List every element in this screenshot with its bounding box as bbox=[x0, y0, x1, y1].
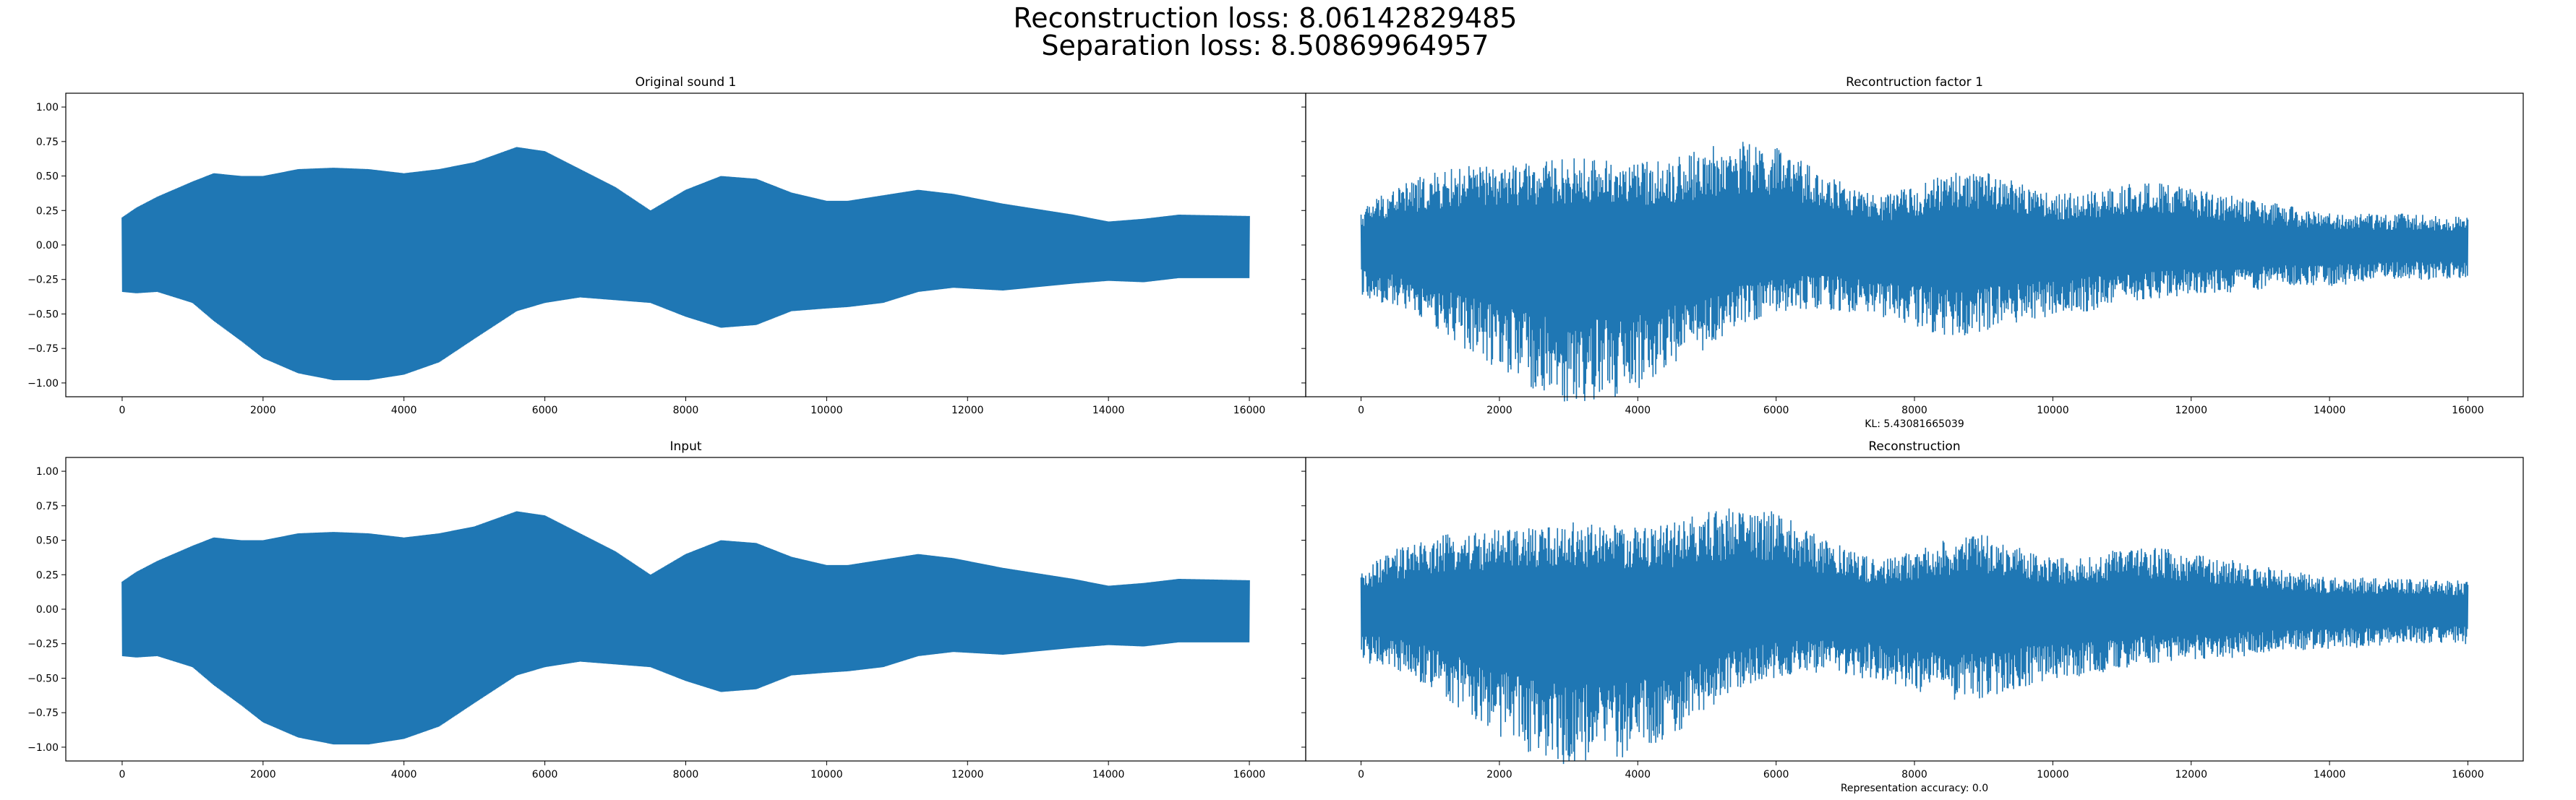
reconstruction-signal-line bbox=[1360, 508, 2469, 765]
original-sound-1-xtick-label: 14000 bbox=[1092, 405, 1125, 416]
original-sound-1-ytick-label: −0.75 bbox=[27, 343, 59, 355]
reconstruction-xtick-label: 12000 bbox=[2175, 769, 2207, 780]
reconstruction-factor-1-xtick-label: 14000 bbox=[2314, 405, 2346, 416]
original-sound-1-xtick-label: 4000 bbox=[391, 405, 417, 416]
input-ytick-label: 0.00 bbox=[36, 604, 59, 616]
original-sound-1-xtick-label: 10000 bbox=[810, 405, 843, 416]
reconstruction-factor-1-signal-line bbox=[1360, 142, 2469, 402]
reconstruction-factor-1-xtick-label: 16000 bbox=[2452, 405, 2484, 416]
subplot-reconstruction: Reconstruction 0 2000 4000 6000 8000 10000 1200… bbox=[1301, 439, 2524, 794]
reconstruction-factor-1-xtick-label: 8000 bbox=[1901, 405, 1927, 416]
input-ytick-label: −0.75 bbox=[27, 707, 59, 719]
input-xtick-label: 4000 bbox=[391, 769, 417, 780]
input-xtick-label: 2000 bbox=[250, 769, 276, 780]
input-ytick-label: −0.50 bbox=[27, 673, 59, 684]
original-sound-1-ytick-label: 1.00 bbox=[36, 102, 59, 113]
reconstruction-factor-1-xtick-label: 12000 bbox=[2175, 405, 2207, 416]
suptitle-separation-loss: Separation loss: 8.50869964957 bbox=[1041, 30, 1489, 61]
reconstruction-factor-1-xlabel: KL: 5.43081665039 bbox=[1865, 418, 1964, 430]
original-sound-1-xtick-label: 6000 bbox=[532, 405, 558, 416]
reconstruction-xtick-label: 4000 bbox=[1625, 769, 1651, 780]
original-sound-1-xtick-label: 0 bbox=[119, 405, 125, 416]
input-xtick-label: 0 bbox=[119, 769, 125, 780]
input-ytick-label: 0.75 bbox=[36, 501, 59, 512]
input-xtick-label: 10000 bbox=[810, 769, 843, 780]
reconstruction-factor-1-title: Recontruction factor 1 bbox=[1846, 75, 1983, 90]
input-xtick-label: 16000 bbox=[1233, 769, 1266, 780]
original-sound-1-ytick-label: 0.50 bbox=[36, 171, 59, 183]
original-sound-1-signal-line bbox=[121, 147, 1250, 381]
input-title: Input bbox=[669, 439, 701, 454]
reconstruction-xtick-label: 2000 bbox=[1486, 769, 1512, 780]
original-sound-1-ytick-label: −1.00 bbox=[27, 378, 59, 390]
reconstruction-factor-1-xtick-label: 10000 bbox=[2037, 405, 2069, 416]
suptitle-reconstruction-loss: Reconstruction loss: 8.06142829485 bbox=[1014, 2, 1518, 34]
original-sound-1-xtick-label: 8000 bbox=[673, 405, 699, 416]
input-xtick-label: 12000 bbox=[951, 769, 984, 780]
reconstruction-factor-1-xtick-label: 2000 bbox=[1486, 405, 1512, 416]
reconstruction-xtick-label: 6000 bbox=[1763, 769, 1789, 780]
original-sound-1-xtick-label: 16000 bbox=[1233, 405, 1266, 416]
reconstruction-factor-1-xtick-label: 0 bbox=[1358, 405, 1364, 416]
original-sound-1-ytick-label: 0.00 bbox=[36, 240, 59, 251]
reconstruction-factor-1-xtick-label: 6000 bbox=[1763, 405, 1789, 416]
reconstruction-xtick-label: 0 bbox=[1358, 769, 1364, 780]
input-ytick-label: −0.25 bbox=[27, 639, 59, 650]
original-sound-1-ytick-label: 0.25 bbox=[36, 205, 59, 217]
original-sound-1-xtick-label: 12000 bbox=[951, 405, 984, 416]
input-xtick-label: 14000 bbox=[1092, 769, 1125, 780]
input-ytick-label: 0.50 bbox=[36, 536, 59, 547]
reconstruction-xtick-label: 8000 bbox=[1901, 769, 1927, 780]
input-ytick-label: 1.00 bbox=[36, 466, 59, 478]
input-ytick-label: 0.25 bbox=[36, 569, 59, 581]
input-ytick-label: −1.00 bbox=[27, 742, 59, 754]
original-sound-1-title: Original sound 1 bbox=[636, 75, 737, 90]
reconstruction-factor-1-xtick-label: 4000 bbox=[1625, 405, 1651, 416]
reconstruction-xtick-label: 10000 bbox=[2037, 769, 2069, 780]
reconstruction-xlabel: Representation accuracy: 0.0 bbox=[1841, 783, 1988, 794]
subplot-original-sound-1: Original sound 1 0 2000 4000 6000 8000 10000 12… bbox=[27, 75, 1306, 416]
reconstruction-xtick-label: 14000 bbox=[2314, 769, 2346, 780]
original-sound-1-ytick-label: 0.75 bbox=[36, 137, 59, 148]
reconstruction-xtick-label: 16000 bbox=[2452, 769, 2484, 780]
subplot-reconstruction-factor-1: Recontruction factor 1 0 2000 4000 6000 8000 1… bbox=[1301, 75, 2524, 430]
input-xtick-label: 6000 bbox=[532, 769, 558, 780]
original-sound-1-ytick-label: −0.25 bbox=[27, 275, 59, 286]
input-xtick-label: 8000 bbox=[673, 769, 699, 780]
reconstruction-title: Reconstruction bbox=[1868, 439, 1960, 454]
subplot-input: Input 0 2000 4000 6000 8000 10000 12000 14000 160… bbox=[27, 439, 1306, 780]
input-signal-line bbox=[121, 511, 1250, 745]
original-sound-1-ytick-label: −0.50 bbox=[27, 309, 59, 320]
original-sound-1-xtick-label: 2000 bbox=[250, 405, 276, 416]
